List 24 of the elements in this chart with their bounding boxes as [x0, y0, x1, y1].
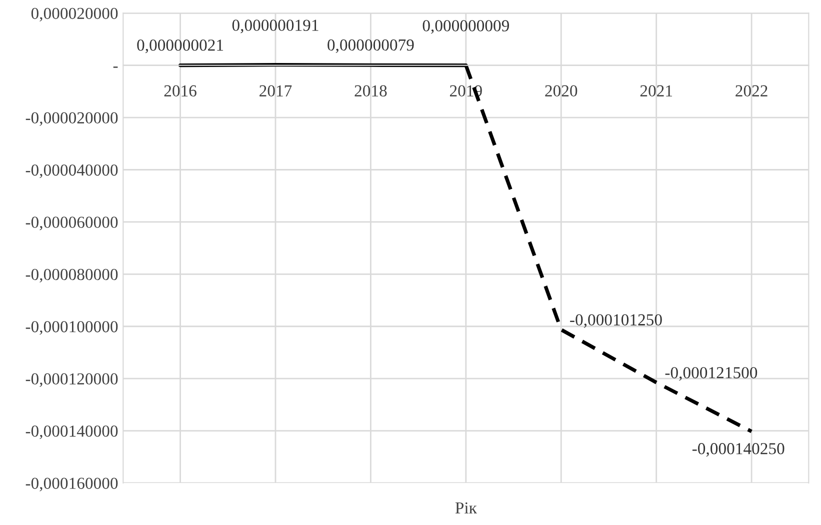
- data-label: 0,000000079: [328, 39, 414, 54]
- x-tick-label: 2017: [260, 85, 292, 97]
- x-tick-label: 2018: [354, 85, 387, 97]
- x-tick-label: 2022: [736, 85, 768, 97]
- x-tick-label: 2021: [640, 85, 672, 97]
- x-tick-label: 2020: [545, 85, 578, 97]
- data-label: 0,000000009: [422, 20, 509, 34]
- y-tick-label: -0,000080000: [26, 268, 118, 283]
- data-label: -0,000140250: [692, 443, 784, 457]
- data-label: -0,000121500: [665, 367, 758, 381]
- y-tick-label: -0,000140000: [26, 425, 118, 440]
- data-label: 0,000000021: [137, 40, 224, 54]
- y-tick-label: 0,000020000: [31, 8, 118, 22]
- data-label: 0,000000191: [232, 20, 318, 34]
- y-tick-label: -0,000100000: [26, 321, 118, 335]
- data-label: -0,000101250: [570, 314, 662, 328]
- y-tick-label: -0,000020000: [26, 112, 118, 126]
- x-axis-title: Рік: [455, 502, 477, 514]
- y-tick-label: -0,000160000: [26, 478, 118, 492]
- y-tick-label: -0,000060000: [26, 216, 118, 230]
- y-tick-label: -0,000040000: [26, 164, 118, 178]
- x-tick-label: 2016: [164, 85, 196, 97]
- y-tick-label: -0,000120000: [26, 373, 118, 387]
- y-tick-label: -: [113, 66, 118, 68]
